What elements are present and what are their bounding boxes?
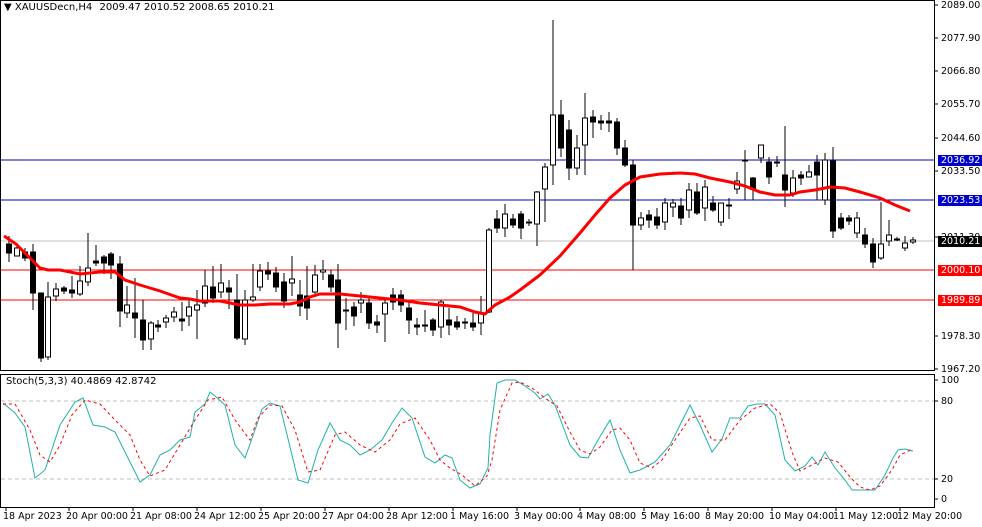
level-price-tag: 1989.89	[938, 295, 982, 306]
time-tick-label: 27 Apr 04:00	[322, 511, 384, 522]
time-tick-label: 21 Apr 08:00	[130, 511, 192, 522]
horizontal-level-lines[interactable]	[1, 159, 934, 301]
level-price-tag: 2000.10	[938, 265, 982, 276]
price-tick-label: 1967.20	[941, 364, 981, 375]
ohlc-values: 2009.47 2010.52 2008.65 2010.21	[99, 2, 275, 13]
time-tick-label: 8 May 20:00	[705, 511, 765, 522]
symbol-label[interactable]: ▼ XAUUSDecn,H4	[4, 2, 93, 13]
level-price-tag: 2036.92	[938, 155, 982, 166]
price-tick-label: 2044.60	[941, 133, 981, 144]
time-tick-label: 3 May 00:00	[514, 511, 574, 522]
time-tick-label: 18 Apr 2023	[3, 511, 62, 522]
time-tick-label: 28 Apr 12:00	[386, 511, 448, 522]
price-tick-label: 2066.80	[941, 66, 981, 77]
candlesticks	[6, 20, 916, 362]
stoch-level-lines	[1, 379, 938, 500]
stoch-pane-frame	[0, 374, 935, 508]
price-tick-label: 1978.30	[941, 331, 981, 342]
stoch-tick-label: 80	[941, 396, 954, 407]
time-axis-ticks	[5, 507, 901, 511]
level-price-tag: 2023.53	[938, 195, 982, 206]
stoch-indicator-label: Stoch(5,3,3) 40.4869 42.8742	[6, 376, 157, 387]
time-tick-label: 10 May 04:00	[769, 511, 835, 522]
price-tick-label: 2089.00	[941, 0, 981, 11]
stoch-tick-label: 100	[941, 375, 960, 386]
stoch-tick-label: 0	[941, 494, 948, 505]
moving-average-line	[3, 171, 911, 316]
price-tick-label: 2033.50	[941, 166, 981, 177]
stoch-tick-label: 20	[941, 474, 954, 485]
time-tick-label: 24 Apr 12:00	[194, 511, 256, 522]
time-tick-label: 11 May 12:00	[833, 511, 899, 522]
price-tick-label: 2055.70	[941, 99, 981, 110]
time-tick-label: 4 May 08:00	[577, 511, 637, 522]
price-axis-ticks	[934, 4, 938, 370]
chart-title: ▼ XAUUSDecn,H4 2009.47 2010.52 2008.65 2…	[4, 2, 274, 13]
time-tick-label: 12 May 20:00	[897, 511, 963, 522]
time-tick-label: 25 Apr 20:00	[258, 511, 320, 522]
price-tick-label: 2077.90	[941, 33, 981, 44]
time-tick-label: 1 May 16:00	[450, 511, 510, 522]
current-price-tag: 2010.21	[938, 236, 982, 247]
stoch-signal-line	[3, 381, 914, 491]
time-tick-label: 5 May 16:00	[641, 511, 701, 522]
time-tick-label: 20 Apr 00:00	[66, 511, 128, 522]
stoch-main-line	[2, 379, 914, 491]
